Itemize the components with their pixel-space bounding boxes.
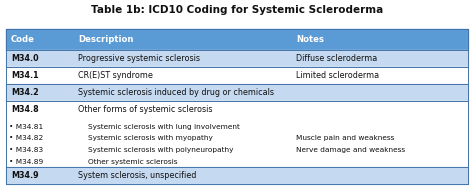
Bar (6, 84, 468, 101)
Text: Systemic sclerosis with lung involvement: Systemic sclerosis with lung involvement (88, 124, 239, 130)
Text: Notes: Notes (296, 35, 324, 44)
Text: System sclerosis, unspecified: System sclerosis, unspecified (78, 171, 197, 180)
Text: M34.9: M34.9 (11, 171, 38, 180)
Text: M34.8: M34.8 (11, 105, 39, 114)
Bar (6, 67, 468, 84)
Text: M34.1: M34.1 (11, 71, 38, 80)
Text: Other systemic sclerosis: Other systemic sclerosis (88, 159, 177, 165)
Text: • M34.81: • M34.81 (9, 124, 43, 130)
Bar (6, 101, 468, 167)
Text: Table 1b: ICD10 Coding for Systemic Scleroderma: Table 1b: ICD10 Coding for Systemic Scle… (91, 5, 383, 15)
Text: • M34.89: • M34.89 (9, 159, 43, 165)
Text: Systemic sclerosis with polyneuropathy: Systemic sclerosis with polyneuropathy (88, 147, 233, 153)
Text: • M34.82: • M34.82 (9, 135, 43, 141)
Text: • M34.83: • M34.83 (9, 147, 43, 153)
Text: M34.0: M34.0 (11, 54, 38, 63)
Bar (6, 167, 468, 184)
Text: Description: Description (78, 35, 134, 44)
Text: M34.2: M34.2 (11, 88, 39, 97)
Text: Limited scleroderma: Limited scleroderma (296, 71, 379, 80)
Bar (6, 29, 468, 50)
Text: Diffuse scleroderma: Diffuse scleroderma (296, 54, 377, 63)
Bar (6, 50, 468, 67)
Text: Muscle pain and weakness: Muscle pain and weakness (296, 135, 395, 141)
Text: CR(E)ST syndrome: CR(E)ST syndrome (78, 71, 153, 80)
Text: Code: Code (11, 35, 35, 44)
Text: Systemic sclerosis with myopathy: Systemic sclerosis with myopathy (88, 135, 212, 141)
Text: Progressive systemic sclerosis: Progressive systemic sclerosis (78, 54, 200, 63)
Text: Nerve damage and weakness: Nerve damage and weakness (296, 147, 405, 153)
Text: Other forms of systemic sclerosis: Other forms of systemic sclerosis (78, 105, 213, 114)
Text: Systemic sclerosis induced by drug or chemicals: Systemic sclerosis induced by drug or ch… (78, 88, 274, 97)
